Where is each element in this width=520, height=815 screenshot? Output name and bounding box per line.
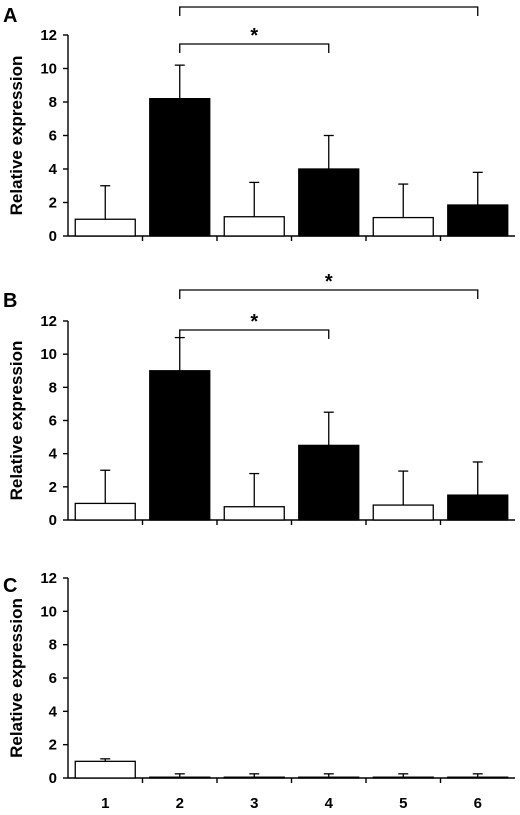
significance-bracket bbox=[179, 43, 330, 53]
panel-b: B Relative expression 0 2 4 6 8 10 12 * * bbox=[3, 271, 515, 529]
y-axis-label: Relative expression bbox=[7, 56, 26, 216]
bar-6 bbox=[447, 494, 509, 521]
bar-1 bbox=[74, 502, 136, 521]
bar-2 bbox=[149, 98, 211, 237]
y-tick-label: 0 bbox=[49, 228, 57, 245]
bar-1 bbox=[74, 760, 136, 779]
significance-bracket bbox=[179, 289, 479, 299]
y-tick-label: 12 bbox=[40, 27, 57, 44]
y-tick-label: 10 bbox=[40, 346, 57, 363]
bar-3 bbox=[223, 506, 285, 521]
bar-2 bbox=[149, 776, 211, 779]
significance-bracket bbox=[179, 329, 330, 339]
bar-4 bbox=[298, 444, 360, 521]
y-tick-label: 6 bbox=[49, 128, 57, 145]
bar-4 bbox=[298, 168, 360, 237]
x-tick-label-2: 2 bbox=[176, 795, 184, 812]
bar-3 bbox=[223, 216, 285, 237]
bar-2 bbox=[149, 370, 211, 521]
bar-5 bbox=[372, 216, 434, 237]
y-tick-label: 6 bbox=[49, 670, 57, 687]
bar-5 bbox=[372, 504, 434, 521]
bar-1 bbox=[74, 218, 136, 237]
bar-5 bbox=[372, 776, 434, 779]
panel-label: A bbox=[3, 5, 17, 27]
significance-star: * bbox=[325, 271, 333, 293]
significance-star: * bbox=[325, 0, 333, 10]
y-tick-label: 12 bbox=[40, 570, 57, 587]
y-tick-label: 8 bbox=[49, 637, 57, 654]
y-tick-label: 8 bbox=[49, 379, 57, 396]
y-axis-label: Relative expression bbox=[7, 341, 26, 501]
y-tick-label: 10 bbox=[40, 61, 57, 78]
y-tick-label: 2 bbox=[49, 195, 57, 212]
panel-label: C bbox=[3, 575, 17, 597]
significance-star: * bbox=[250, 25, 258, 47]
y-tick-label: 12 bbox=[40, 313, 57, 330]
y-tick-label: 2 bbox=[49, 737, 57, 754]
y-tick-label: 4 bbox=[49, 703, 58, 720]
y-tick-label: 4 bbox=[49, 446, 58, 463]
x-tick-label-3: 3 bbox=[250, 795, 258, 812]
significance-star: * bbox=[250, 311, 258, 333]
panel-label: B bbox=[3, 290, 17, 312]
y-tick-label: 4 bbox=[49, 161, 58, 178]
significance-bracket bbox=[179, 6, 479, 16]
y-tick-label: 0 bbox=[49, 512, 57, 529]
y-tick-label: 10 bbox=[40, 603, 57, 620]
bar-4 bbox=[298, 776, 360, 779]
x-tick-label-6: 6 bbox=[474, 795, 482, 812]
x-tick-label-1: 1 bbox=[101, 795, 109, 812]
y-tick-label: 6 bbox=[49, 413, 57, 430]
y-tick-label: 2 bbox=[49, 479, 57, 496]
bar-3 bbox=[223, 776, 285, 779]
x-tick-label-5: 5 bbox=[399, 795, 407, 812]
y-tick-label: 8 bbox=[49, 94, 57, 111]
y-tick-label: 0 bbox=[49, 770, 57, 787]
bar-6 bbox=[447, 204, 509, 237]
y-axis-label: Relative expression bbox=[7, 598, 26, 758]
panel-a: A Relative expression 0 2 4 6 8 10 12 * * bbox=[3, 0, 515, 245]
x-tick-label-4: 4 bbox=[325, 795, 334, 812]
bar-6 bbox=[447, 776, 509, 779]
